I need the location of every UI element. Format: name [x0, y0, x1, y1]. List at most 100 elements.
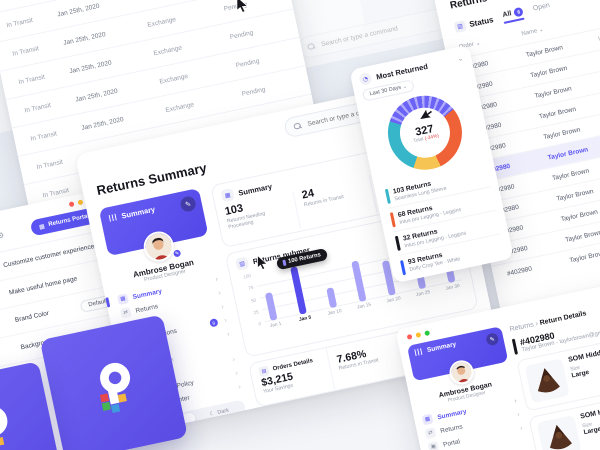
breadcrumb-separator: ›	[534, 320, 539, 328]
breadcrumb-root[interactable]: Returns	[509, 321, 535, 334]
cell-state: Pending	[235, 57, 260, 69]
product-image	[536, 414, 582, 450]
bar[interactable]	[264, 292, 278, 321]
nav-item-icon: ▦	[421, 413, 434, 426]
most-returned-icon: ◔	[358, 71, 373, 87]
portal-icon: ▦	[38, 222, 46, 231]
brand-name: Summary	[120, 204, 156, 221]
mr-color-bar	[394, 235, 401, 251]
status-label: Status	[468, 15, 495, 30]
details-content: Returns › Return Details #402980 Taylor …	[509, 282, 600, 450]
chevron-down-icon[interactable]: ⌄	[456, 54, 465, 64]
summary-card-icon: ▦	[220, 188, 235, 203]
y-tick-label: 50	[250, 297, 257, 303]
mouse-cursor-icon	[418, 107, 434, 121]
verified-badge-icon: ✎	[171, 248, 183, 259]
bar[interactable]	[325, 287, 337, 309]
brand-logo-icon: |||	[108, 213, 119, 223]
hoodie-image	[537, 368, 560, 393]
product-image	[524, 358, 570, 404]
brand-logo-icon	[0, 406, 8, 447]
sidebar: ||| Summary ✎	[406, 326, 537, 450]
avatar[interactable]	[447, 358, 476, 387]
avatar-wrap: ✎	[106, 221, 212, 272]
nav-item-label: Returns	[439, 422, 464, 435]
product-name: SOM Hidden Hoodie	[579, 400, 600, 421]
x-tick-label: Jan 10	[327, 308, 343, 317]
orders-details-cell: ▤ Orders Details $3,215 Your Savings	[249, 348, 334, 406]
cell-state: Pending	[229, 28, 254, 41]
portal-button-label: Returns Portal	[47, 213, 90, 228]
brand-logo-tile	[39, 314, 188, 450]
search-icon	[293, 122, 301, 130]
summary-card-title: Summary	[237, 181, 273, 198]
x-tick-label: Jan 30	[445, 283, 461, 292]
cell-status: In Transit	[11, 44, 40, 58]
close-icon	[68, 201, 75, 208]
theme-dark-option[interactable]: ☾ Dark	[194, 401, 245, 423]
theme-dark-label: Dark	[216, 407, 230, 416]
y-tick-label: 25	[253, 309, 260, 315]
cell-status: In Transit	[17, 73, 46, 86]
nav-item-icon: ⇄	[424, 427, 437, 440]
search-icon	[307, 42, 315, 50]
x-tick-label: Jan 20	[386, 296, 402, 305]
cell-status: In Transit	[5, 16, 34, 29]
cell-state: Pending	[241, 85, 266, 98]
window-controls[interactable]	[406, 330, 431, 340]
nav-item-icon: ⇄	[119, 306, 132, 319]
moon-icon: ☾	[209, 410, 216, 418]
nav-item-icon: ▦	[117, 293, 129, 306]
bar[interactable]	[290, 266, 308, 315]
page-title: Returns	[449, 0, 489, 12]
brand-logo-icon: |||	[413, 347, 424, 357]
tab-open[interactable]: Open	[532, 2, 551, 16]
zoom-icon	[424, 330, 431, 337]
order-accent-bar	[511, 338, 518, 355]
tab-all-label: All	[502, 10, 513, 19]
brand-logo-tile	[0, 361, 63, 450]
avatar[interactable]	[141, 228, 177, 265]
most-returned-title: Most Returned	[375, 61, 429, 82]
x-tick-label: Jan 1	[269, 321, 283, 330]
cell-state: Pending	[223, 0, 248, 13]
mouse-cursor-icon	[236, 0, 249, 13]
mr-color-bar	[384, 188, 391, 204]
minimize-icon	[77, 199, 84, 206]
mr-color-bar	[389, 212, 396, 228]
bar[interactable]	[351, 260, 367, 302]
brand-name: Summary	[426, 340, 457, 354]
tab-all-badge: 6	[513, 6, 525, 18]
y-tick-label: 75	[247, 285, 254, 292]
tab-all[interactable]: All 6	[502, 6, 525, 24]
cell-type: Exchange	[158, 72, 189, 86]
setting-label: Make useful home page	[8, 275, 78, 297]
nav-item-label: Portal	[442, 437, 461, 449]
y-tick-label: 0	[258, 321, 262, 327]
x-tick-label: Jan 5	[298, 315, 312, 323]
x-tick-label: Jan 15	[356, 302, 372, 311]
nav-item-icon: ▣	[427, 440, 440, 450]
returns-summary-dashboard: Returns Summary ||| Summary ✎	[74, 77, 501, 434]
tab-open-label: Open	[532, 2, 551, 13]
x-tick-label: Jan 25	[415, 290, 431, 299]
status-filter[interactable]: ▥ Status	[453, 14, 495, 34]
cell-type: Exchange	[152, 43, 183, 57]
cell-type: Exchange	[146, 15, 177, 29]
most-returned-list: 103 Returns Seamless Long Sleeve 68 Retu…	[384, 163, 506, 280]
gear-icon: ⚙	[0, 230, 6, 241]
cell-order-id: #402980	[506, 265, 533, 278]
close-icon	[406, 333, 413, 340]
return-details-window: ||| Summary ✎	[395, 261, 600, 450]
cell-status: In Transit	[29, 129, 58, 143]
mouse-cursor-icon	[257, 255, 268, 270]
tooltip-bar-icon	[282, 259, 287, 267]
minimize-icon	[415, 332, 422, 338]
setting-label: Brand Color	[14, 309, 50, 324]
donut-center: 327 Total (-34%)	[381, 89, 469, 177]
mr-color-bar	[399, 259, 406, 275]
